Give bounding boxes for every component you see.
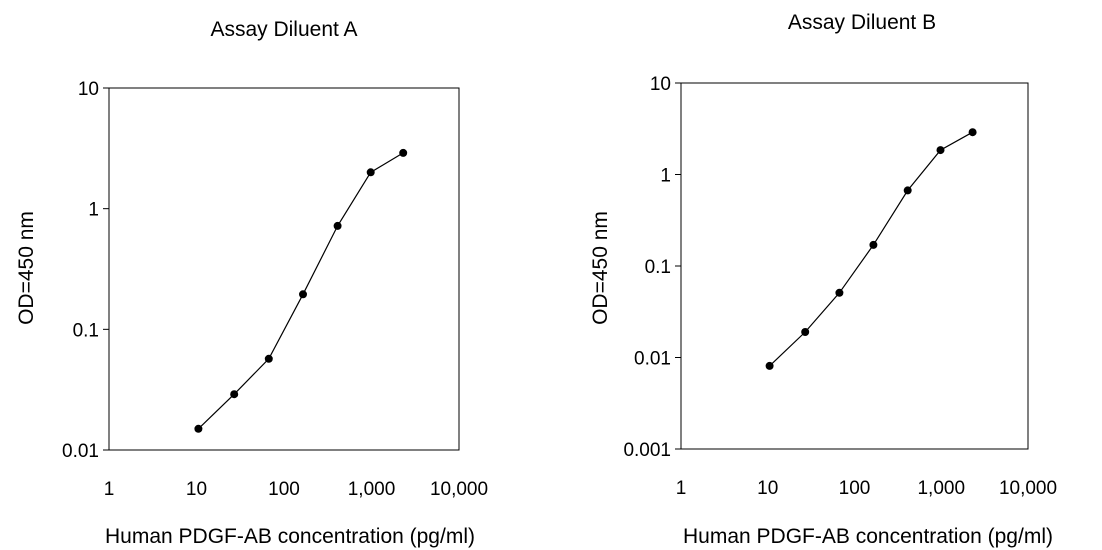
axis-ticks: 0.001 0.01 0.1 1 10 1 10 100 1,000 10,000 [623, 74, 1057, 499]
x-tick-label: 10 [186, 479, 207, 500]
series-line [197, 152, 404, 430]
chart-panel-a: Assay Diluent A OD=450 nm Human PDGF-AB … [15, 18, 488, 548]
chart-title: Assay Diluent B [788, 11, 936, 34]
data-point [264, 354, 273, 363]
x-tick-label: 10,000 [999, 478, 1057, 499]
x-tick-label: 100 [839, 478, 871, 499]
y-tick-label: 0.001 [623, 440, 671, 461]
x-tick-label: 1,000 [348, 479, 396, 500]
y-tick-label: 10 [650, 74, 671, 95]
y-tick-label: 0.01 [634, 349, 671, 370]
data-point [936, 146, 945, 155]
x-axis-label: Human PDGF-AB concentration (pg/ml) [105, 525, 475, 548]
data-point [230, 390, 239, 399]
data-point [299, 290, 307, 299]
chart-title: Assay Diluent A [210, 18, 357, 41]
axis-ticks: 0.01 0.1 1 10 1 10 100 1,000 10,000 [62, 79, 488, 500]
x-tick-label: 1 [676, 478, 687, 499]
y-tick-label: 0.1 [645, 257, 671, 278]
x-tick-label: 1 [104, 479, 115, 500]
x-tick-label: 10,000 [430, 479, 488, 500]
data-point [835, 288, 844, 297]
data-points [194, 148, 408, 433]
x-tick-label: 10 [757, 478, 778, 499]
data-point [765, 361, 774, 370]
data-points [765, 128, 977, 370]
y-axis-label: OD=450 nm [15, 211, 38, 325]
data-point [903, 186, 912, 195]
plot-area-frame [108, 87, 460, 451]
y-tick-label: 10 [78, 79, 99, 100]
data-point [194, 424, 203, 433]
x-tick-label: 100 [268, 479, 300, 500]
chart-panel-b: Assay Diluent B OD=450 nm Human PDGF-AB … [589, 11, 1057, 548]
data-point [399, 148, 408, 157]
data-point [366, 168, 375, 177]
series-line [769, 131, 973, 367]
plot-area-frame [680, 82, 1029, 450]
data-point [869, 240, 878, 249]
x-axis-label: Human PDGF-AB concentration (pg/ml) [683, 525, 1053, 548]
y-tick-label: 0.1 [73, 320, 99, 341]
y-tick-label: 1 [88, 200, 99, 221]
data-point [333, 221, 342, 230]
x-tick-label: 1,000 [917, 478, 965, 499]
y-tick-label: 1 [660, 166, 671, 187]
y-tick-label: 0.01 [62, 441, 99, 462]
y-axis-label: OD=450 nm [589, 211, 612, 325]
data-point [801, 328, 810, 336]
data-point [968, 128, 977, 137]
